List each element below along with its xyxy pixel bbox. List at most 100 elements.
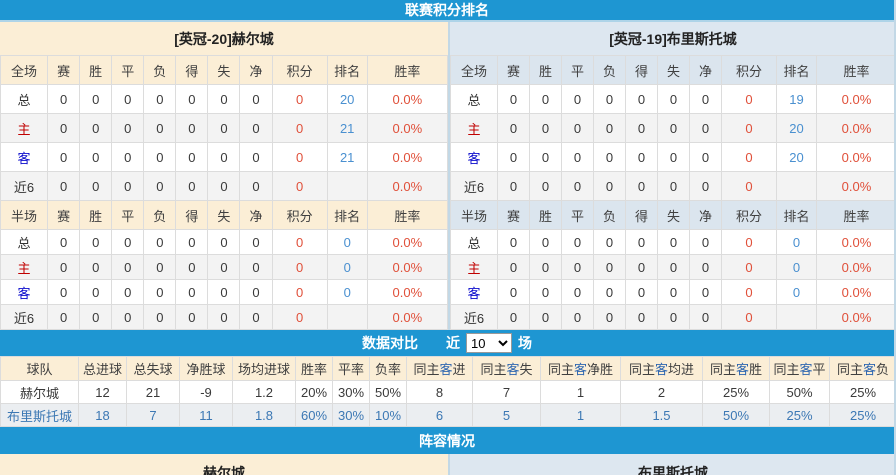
table-row: 主 0 0 0 0 0 0 0 0 0 0.0% xyxy=(0,254,449,280)
stat-cell: 0 xyxy=(689,142,722,172)
table-row: 客 0 0 0 0 0 0 0 0 0 0.0% xyxy=(0,279,449,305)
stat-cell: 0.0% xyxy=(816,254,894,280)
comparison-cell: 50% xyxy=(369,380,407,404)
stat-cell: 19 xyxy=(776,84,817,114)
comparison-cell: 12 xyxy=(78,380,127,404)
stat-cell: 0.0% xyxy=(366,304,449,330)
stat-cell: 0 xyxy=(689,304,722,330)
stat-cell: 0 xyxy=(271,279,328,305)
stat-cell: 0.0% xyxy=(366,171,449,201)
comparison-cell: 50% xyxy=(702,403,770,427)
stat-cell: 0 xyxy=(529,254,562,280)
stat-cell: 0 xyxy=(111,254,145,280)
row-label: 客 xyxy=(0,142,49,172)
column-header: 赛 xyxy=(497,200,530,230)
comparison-cell: 20% xyxy=(295,380,333,404)
stat-cell: 0.0% xyxy=(366,254,449,280)
stat-cell: 0 xyxy=(689,254,722,280)
row-label: 近6 xyxy=(0,304,49,330)
column-header: 平 xyxy=(561,200,594,230)
right-team-panel: [英冠-19]布里斯托城 全场赛胜平负得失净积分 排名 胜率总 0 0 0 0 0 0 0 0 19 0… xyxy=(448,22,894,330)
stat-cell: 0 xyxy=(207,84,241,114)
column-header: 积分 xyxy=(271,200,328,230)
row-label: 近6 xyxy=(450,304,498,330)
stat-cell: 0 xyxy=(79,229,113,255)
comparison-column-header: 净胜球 xyxy=(179,356,233,381)
stat-cell: 0 xyxy=(561,254,594,280)
stat-cell: 0 xyxy=(721,304,777,330)
stat-cell: 0 xyxy=(239,142,273,172)
stat-cell: 0 xyxy=(593,254,626,280)
stat-cell: 0 xyxy=(175,113,209,143)
stat-cell: 0.0% xyxy=(816,279,894,305)
comparison-cell: 25% xyxy=(829,380,894,404)
stat-cell: 0 xyxy=(143,142,177,172)
right-team-title: [英冠-19]布里斯托城 xyxy=(450,22,894,55)
stat-cell: 0 xyxy=(175,84,209,114)
column-header: 净 xyxy=(239,55,273,85)
table-row: 客 0 0 0 0 0 0 0 0 21 0.0% xyxy=(0,142,449,172)
stat-cell: 0 xyxy=(529,113,562,143)
row-label: 主 xyxy=(450,113,498,143)
stat-cell: 0 xyxy=(111,229,145,255)
comparison-column-header: 球队 xyxy=(0,356,79,381)
stat-cell xyxy=(776,304,817,330)
comparison-column-header: 同主客失 xyxy=(472,356,541,381)
stat-cell: 20 xyxy=(776,142,817,172)
stat-cell: 0 xyxy=(529,142,562,172)
stat-cell: 0.0% xyxy=(816,171,894,201)
stat-cell: 0 xyxy=(143,84,177,114)
column-header: 净 xyxy=(239,200,273,230)
stat-cell: 0 xyxy=(529,304,562,330)
stat-cell: 0 xyxy=(175,171,209,201)
stat-cell: 0 xyxy=(239,279,273,305)
stat-cell: 0 xyxy=(271,229,328,255)
column-header: 积分 xyxy=(271,55,328,85)
stat-cell xyxy=(326,304,368,330)
lineup-title: 阵容情况 xyxy=(419,432,475,449)
comparison-cell: 25% xyxy=(829,403,894,427)
column-header: 排名 xyxy=(326,55,368,85)
section-header-data-compare: 数据对比 近 10 场 xyxy=(0,330,894,356)
stat-cell: 0 xyxy=(143,171,177,201)
table-row: 总 0 0 0 0 0 0 0 0 19 0.0% xyxy=(450,84,894,114)
stat-cell: 0 xyxy=(529,171,562,201)
column-header: 失 xyxy=(207,200,241,230)
section-header-league-ranking: 联赛积分排名 xyxy=(0,0,894,22)
games-label: 场 xyxy=(518,335,532,351)
column-header: 平 xyxy=(111,55,145,85)
stat-cell: 0 xyxy=(175,304,209,330)
stat-cell: 0 xyxy=(497,171,530,201)
comparison-table: 球队 总进球 总失球 净胜球 场均进球 胜率 平率 负率 同主客进 同主客失 同主客净胜 同主客均进同… xyxy=(0,356,894,427)
comparison-cell: 21 xyxy=(126,380,180,404)
column-header-row: 全场赛胜平负得失净积分 排名 胜率 xyxy=(450,55,894,85)
column-header: 净 xyxy=(689,200,722,230)
comparison-cell: 1 xyxy=(540,403,621,427)
stat-cell: 0 xyxy=(143,254,177,280)
stat-cell: 0 xyxy=(593,279,626,305)
stat-cell: 0.0% xyxy=(816,84,894,114)
column-header: 平 xyxy=(111,200,145,230)
stat-cell: 0 xyxy=(111,84,145,114)
stat-cell: 0 xyxy=(561,142,594,172)
column-header: 得 xyxy=(625,200,658,230)
stat-cell: 0 xyxy=(47,304,81,330)
stat-cell: 0 xyxy=(79,142,113,172)
column-header: 排名 xyxy=(776,55,817,85)
column-header: 胜率 xyxy=(366,55,449,85)
table-row: 总 0 0 0 0 0 0 0 0 0 0.0% xyxy=(450,229,894,255)
stat-cell: 0 xyxy=(721,113,777,143)
scope-label: 全场 xyxy=(0,55,49,85)
stat-cell: 0.0% xyxy=(816,142,894,172)
column-header: 胜 xyxy=(529,200,562,230)
stat-cell: 0 xyxy=(207,254,241,280)
comparison-cell: 60% xyxy=(295,403,333,427)
data-compare-title: 数据对比 xyxy=(362,335,418,351)
comparison-column-header: 同主客负 xyxy=(829,356,894,381)
recent-games-select[interactable]: 10 xyxy=(466,333,512,353)
stat-cell: 0 xyxy=(657,279,690,305)
comparison-cell: 11 xyxy=(179,403,233,427)
stat-cell: 0 xyxy=(625,113,658,143)
stat-cell: 0 xyxy=(79,171,113,201)
comparison-column-header: 总失球 xyxy=(126,356,180,381)
